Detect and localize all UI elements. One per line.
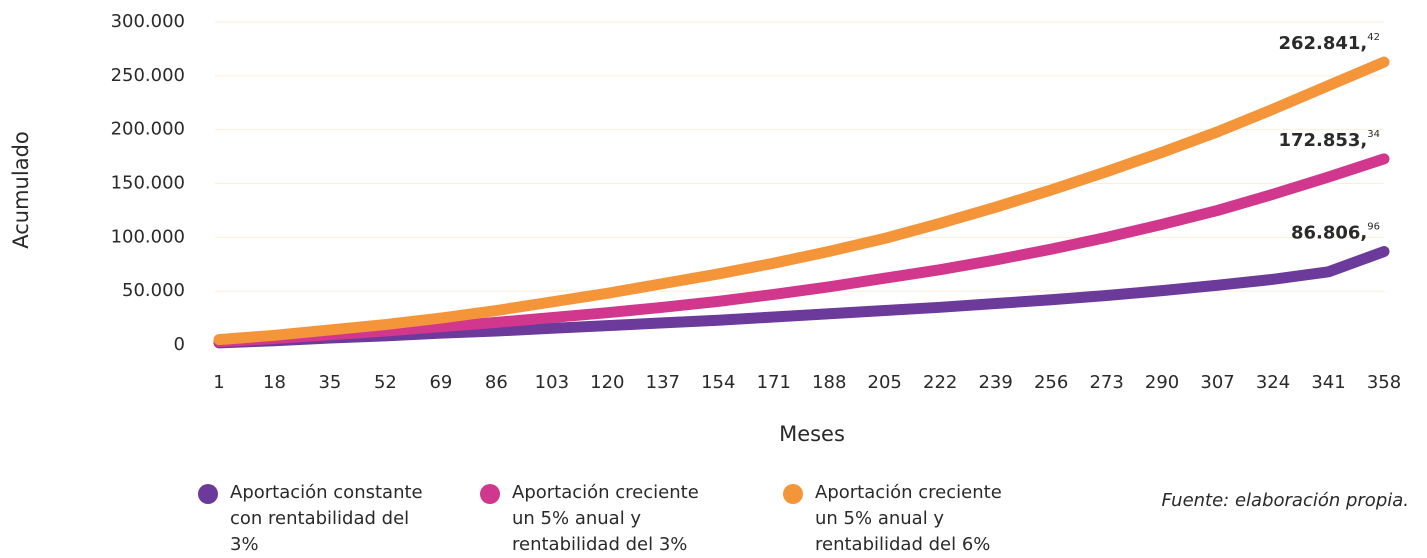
x-tick-label: 307 — [1200, 372, 1234, 393]
x-tick-label: 324 — [1256, 372, 1290, 393]
legend-label: Aportación creciente un 5% anual y renta… — [512, 482, 699, 555]
data-label: 262.841,42 — [1278, 32, 1380, 54]
legend-label: Aportación creciente un 5% anual y renta… — [815, 482, 1002, 555]
y-tick-label: 0 — [174, 334, 185, 355]
x-tick-label: 120 — [590, 372, 624, 393]
x-tick-label: 205 — [868, 372, 902, 393]
x-tick-label: 358 — [1367, 372, 1401, 393]
legend-entry: Aportación constante con rentabilidad de… — [198, 480, 430, 558]
y-tick-label: 50.000 — [122, 280, 185, 301]
x-tick-label: 188 — [812, 372, 846, 393]
line-series — [213, 246, 1390, 349]
x-tick-label: 69 — [429, 372, 452, 393]
legend-swatch — [198, 484, 218, 504]
x-tick-label: 86 — [485, 372, 508, 393]
y-tick-label: 150.000 — [111, 173, 185, 194]
x-tick-label: 341 — [1311, 372, 1345, 393]
x-axis-label: Meses — [779, 422, 845, 446]
x-tick-label: 273 — [1089, 372, 1123, 393]
line-series — [213, 153, 1390, 348]
data-label: 172.853,34 — [1278, 129, 1380, 151]
x-tick-label: 35 — [318, 372, 341, 393]
chart: Meses Acumulado 0 50.000 100.000 150.000 200… — [9, 11, 1401, 446]
x-tick-label: 290 — [1145, 372, 1179, 393]
y-tick-label: 200.000 — [111, 119, 185, 140]
source-note: Fuente: elaboración propia. — [1161, 490, 1409, 511]
legend-swatch — [480, 484, 500, 504]
data-label: 86.806,96 — [1291, 222, 1380, 244]
x-tick-label: 103 — [535, 372, 569, 393]
x-tick-label: 154 — [701, 372, 735, 393]
y-tick-label: 300.000 — [111, 11, 185, 32]
line-series — [213, 56, 1390, 346]
x-tick-label: 52 — [374, 372, 397, 393]
x-tick-label: 256 — [1034, 372, 1068, 393]
x-tick-label: 239 — [978, 372, 1012, 393]
legend-label: Aportación constante con rentabilidad de… — [230, 482, 423, 555]
legend-entry: Aportación creciente un 5% anual y renta… — [783, 480, 1015, 558]
y-tick-label: 250.000 — [111, 65, 185, 86]
y-tick-label: 100.000 — [111, 226, 185, 247]
legend-swatch — [783, 484, 803, 504]
x-tick-label: 18 — [263, 372, 286, 393]
x-tick-label: 137 — [646, 372, 680, 393]
y-axis-label: Acumulado — [9, 131, 33, 249]
x-tick-label: 222 — [923, 372, 957, 393]
x-tick-label: 171 — [757, 372, 791, 393]
x-tick-label: 1 — [213, 372, 224, 393]
legend-entry: Aportación creciente un 5% anual y renta… — [480, 480, 712, 558]
